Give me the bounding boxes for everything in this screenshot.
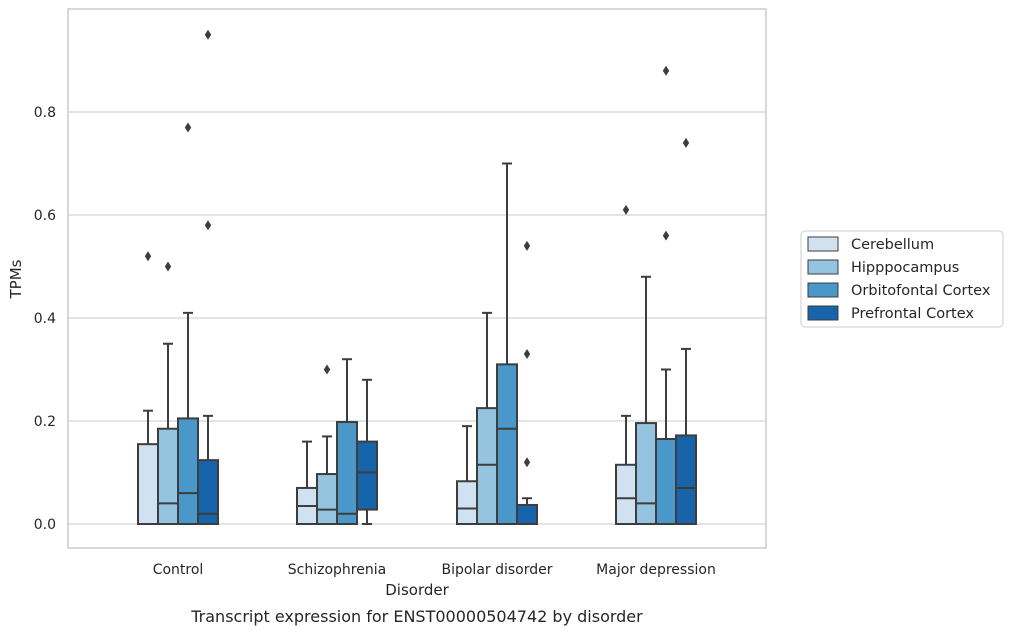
boxes-layer — [137, 29, 697, 526]
outlier-point — [523, 349, 531, 360]
box-body — [516, 503, 538, 526]
box-body — [496, 363, 518, 525]
box-3-3 — [675, 137, 697, 526]
box-body — [635, 422, 657, 525]
outlier-point — [204, 29, 212, 40]
legend-item: Hipppocampus — [807, 259, 959, 276]
box-2-0 — [456, 425, 478, 526]
box-0-3 — [197, 29, 219, 526]
outlier-point — [662, 65, 670, 76]
box-2-3 — [516, 240, 538, 526]
legend-label: Orbitofontal Cortex — [851, 283, 991, 299]
box-body — [316, 473, 338, 526]
box-1-0 — [296, 440, 318, 526]
outlier-point — [323, 364, 331, 375]
legend-label: Hipppocampus — [851, 260, 959, 276]
legend-swatch — [807, 236, 839, 252]
box-3-2 — [655, 65, 677, 525]
legend-item: Orbitofontal Cortex — [807, 282, 991, 299]
outlier-point — [204, 220, 212, 231]
box-body — [177, 417, 199, 525]
x-tick-label: Major depression — [596, 562, 716, 578]
legend-frame — [800, 230, 1004, 328]
chart-caption: Transcript expression for ENST0000050474… — [190, 607, 643, 626]
outlier-point — [682, 137, 690, 148]
box-1-3 — [356, 378, 378, 525]
x-tick-label: Schizophrenia — [288, 562, 386, 578]
legend-label: Cerebellum — [851, 237, 934, 253]
x-tick-label: Control — [153, 562, 204, 578]
box-0-0 — [137, 251, 159, 525]
outlier-point — [184, 122, 192, 133]
outlier-point — [164, 261, 172, 272]
box-body — [336, 421, 358, 525]
box-body — [456, 480, 478, 526]
legend-swatch — [807, 259, 839, 275]
legend-label: Prefrontal Cortex — [851, 306, 974, 322]
x-axis-title: Disorder — [385, 581, 449, 599]
legend-swatch — [807, 305, 839, 321]
y-tick-label: 0.6 — [34, 208, 56, 224]
legend: Cerebellum Hipppocampus Orbitofontal Corte… — [800, 230, 1004, 328]
box-body — [197, 459, 219, 526]
box-3-0 — [615, 204, 637, 525]
outlier-point — [144, 251, 152, 262]
outlier-point — [622, 204, 630, 215]
outlier-point — [523, 457, 531, 468]
y-axis-title: TPMs — [7, 259, 25, 299]
box-body — [356, 440, 378, 511]
plot-area — [67, 8, 767, 549]
box-2-2 — [496, 162, 518, 525]
box-body — [476, 407, 498, 525]
box-1-1 — [316, 364, 338, 526]
box-body — [615, 463, 637, 525]
box-2-1 — [476, 311, 498, 525]
box-body — [137, 443, 159, 525]
outlier-point — [662, 230, 670, 241]
legend-item: Prefrontal Cortex — [807, 305, 974, 322]
x-tick-label: Bipolar disorder — [441, 562, 552, 578]
outlier-point — [523, 240, 531, 251]
legend-item: Cerebellum — [807, 236, 934, 253]
x-axis-ticks: Control Schizophrenia Bipolar disorder Majo… — [153, 562, 716, 578]
box-0-1 — [157, 261, 179, 526]
box-body — [157, 427, 179, 526]
legend-swatch — [807, 282, 839, 298]
y-tick-label: 0.8 — [34, 105, 56, 121]
box-3-1 — [635, 275, 657, 525]
box-body — [655, 438, 677, 525]
box-1-2 — [336, 358, 358, 525]
y-tick-label: 0.0 — [34, 517, 56, 533]
y-axis-ticks: 0.0 0.2 0.4 0.6 0.8 — [34, 105, 56, 533]
box-0-2 — [177, 122, 199, 525]
y-tick-label: 0.2 — [34, 414, 56, 430]
box-body — [675, 434, 697, 526]
y-tick-label: 0.4 — [34, 311, 56, 327]
